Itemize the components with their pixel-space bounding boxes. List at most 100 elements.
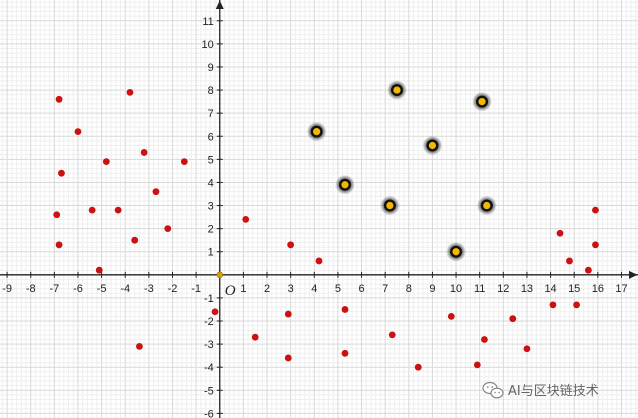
data-point — [592, 241, 599, 249]
data-point — [211, 308, 219, 316]
data-point — [251, 333, 259, 341]
y-tick-label: 1 — [208, 247, 214, 259]
data-point — [180, 158, 188, 166]
data-point — [58, 169, 65, 177]
watermark: AI与区块链技术 — [482, 381, 599, 399]
y-tick-label: 2 — [208, 224, 214, 236]
origin-label: O — [225, 283, 236, 299]
y-tick-label: -2 — [204, 316, 214, 328]
watermark-text: AI与区块链技术 — [508, 384, 599, 399]
x-axis-arrow — [629, 270, 638, 279]
x-tick-label: 13 — [521, 283, 533, 295]
data-point — [315, 257, 323, 265]
y-tick-label: 9 — [208, 62, 214, 74]
y-tick-label: 3 — [208, 201, 214, 213]
data-point — [284, 310, 292, 318]
data-point — [556, 229, 564, 237]
data-point — [95, 266, 103, 274]
x-tick-label: 14 — [544, 283, 556, 295]
y-tick-label: 10 — [202, 39, 214, 51]
x-tick-label: -6 — [73, 283, 83, 295]
data-point — [447, 312, 455, 320]
x-tick-label: 5 — [335, 283, 341, 295]
y-tick-label: -1 — [204, 293, 214, 305]
x-tick-label: -4 — [120, 283, 130, 295]
data-point — [136, 343, 143, 350]
y-tick-label: 6 — [208, 131, 214, 143]
centroid-point — [386, 80, 407, 101]
data-point — [152, 188, 160, 196]
data-point — [414, 363, 422, 371]
tick-labels: -9 -8 -7 -6 -5 -4 -3 -2 -1 1 2 3 4 5 6 7 8 9 10 11 12 13 14 15 1… — [2, 16, 627, 418]
data-point — [341, 349, 349, 357]
y-tick-label: -3 — [204, 339, 214, 351]
data-points — [53, 80, 599, 371]
x-tick-label: -3 — [144, 283, 154, 295]
x-tick-label: 3 — [288, 283, 294, 295]
data-point — [573, 301, 580, 309]
data-point — [341, 306, 349, 313]
x-tick-label: 8 — [406, 283, 412, 295]
x-tick-label: 10 — [450, 283, 462, 295]
data-point — [140, 149, 148, 156]
x-tick-label: -2 — [168, 283, 178, 295]
x-tick-label: 16 — [592, 283, 604, 295]
x-tick-label: -7 — [49, 283, 59, 295]
centroid-point — [446, 241, 467, 262]
y-tick-label: -6 — [204, 408, 214, 418]
y-tick-label: 4 — [208, 177, 214, 189]
centroid-point — [422, 135, 443, 156]
data-point — [242, 215, 250, 223]
x-tick-label: 15 — [568, 283, 580, 295]
centroid-point — [472, 91, 493, 112]
x-tick-label: 2 — [264, 283, 270, 295]
x-tick-label: 7 — [382, 283, 388, 295]
data-point — [287, 241, 295, 249]
wechat-icon — [482, 381, 504, 399]
x-tick-label: 4 — [311, 283, 317, 295]
y-tick-label: 5 — [208, 154, 214, 166]
data-point — [114, 206, 122, 214]
x-tick-label: 12 — [497, 283, 509, 295]
x-tick-label: 11 — [474, 283, 485, 295]
y-tick-label: -4 — [204, 362, 214, 374]
y-tick-label: -5 — [204, 385, 214, 397]
x-tick-label: 6 — [358, 283, 364, 295]
data-point — [74, 128, 82, 136]
data-point — [55, 241, 63, 249]
data-point — [164, 225, 172, 233]
x-tick-label: -8 — [26, 283, 36, 295]
centroid-point — [334, 174, 355, 195]
data-point — [55, 95, 63, 103]
data-point — [473, 361, 481, 369]
data-point — [388, 331, 396, 339]
x-tick-label: -1 — [191, 283, 201, 295]
data-point — [102, 158, 110, 166]
y-tick-label: 11 — [202, 16, 213, 28]
y-axis-arrow — [215, 0, 224, 9]
data-point — [284, 354, 292, 362]
x-tick-label: 1 — [240, 283, 246, 295]
x-tick-label: 9 — [429, 283, 435, 295]
centroid-point — [476, 195, 497, 216]
data-point — [53, 211, 61, 219]
origin-point — [216, 271, 224, 279]
data-point — [126, 88, 134, 96]
data-point — [584, 266, 592, 274]
data-point — [592, 206, 599, 214]
data-point — [131, 236, 139, 244]
x-tick-label: 17 — [615, 283, 627, 295]
data-point — [549, 301, 557, 309]
x-tick-label: -9 — [2, 283, 12, 295]
data-point — [566, 257, 573, 265]
y-tick-label: 7 — [208, 108, 214, 120]
data-point — [523, 345, 531, 353]
x-tick-label: -5 — [97, 283, 107, 295]
data-point — [509, 315, 517, 323]
centroid-point — [306, 121, 327, 142]
data-point — [481, 336, 488, 343]
